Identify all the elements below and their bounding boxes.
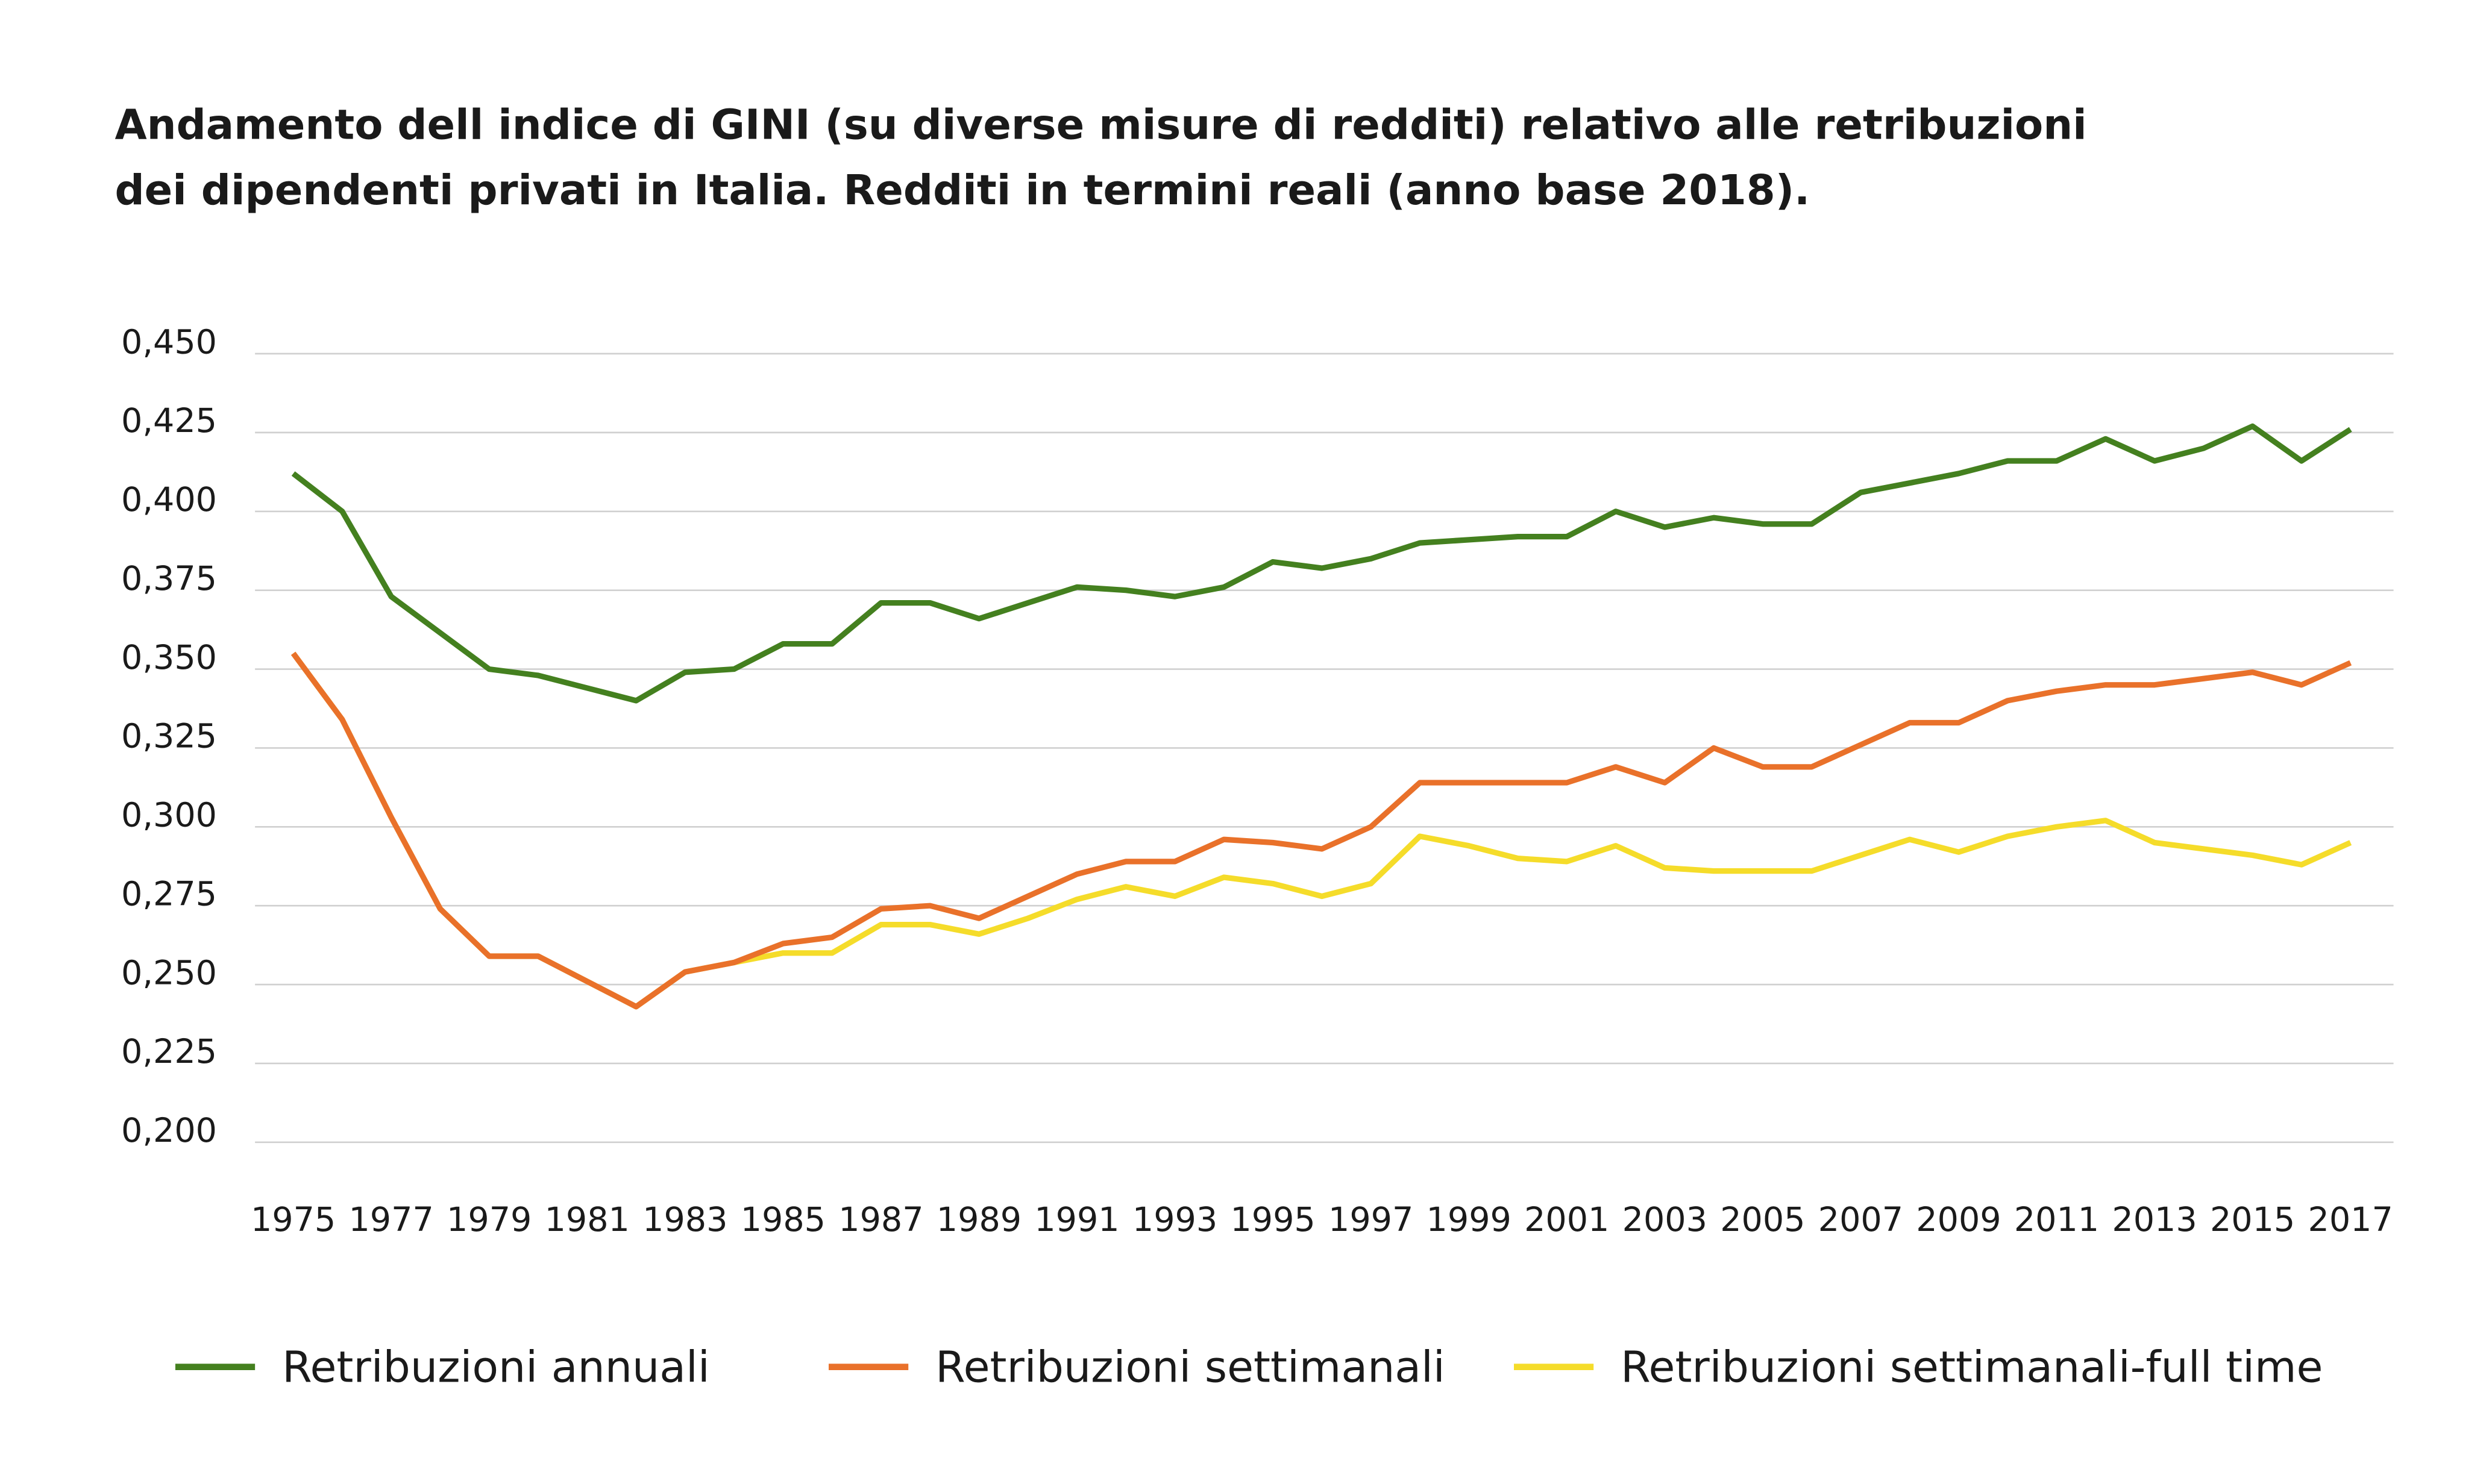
y-tick-label: 0,375	[121, 559, 217, 598]
x-tick-label: 1997	[1328, 1200, 1413, 1239]
x-tick-label: 1977	[349, 1200, 434, 1239]
x-tick-label: 1985	[741, 1200, 826, 1239]
chart-title: Andamento dell indice di GINI (su divers…	[115, 101, 2086, 149]
x-tick-label: 1989	[937, 1200, 1022, 1239]
y-tick-label: 0,225	[121, 1032, 217, 1071]
y-tick-label: 0,300	[121, 796, 217, 835]
x-tick-label: 2015	[2210, 1200, 2295, 1239]
x-tick-label: 2007	[1818, 1200, 1903, 1239]
x-tick-label: 2003	[1622, 1200, 1707, 1239]
y-tick-label: 0,450	[121, 322, 217, 362]
data-line	[290, 651, 2352, 1010]
y-tick-label: 0,425	[121, 401, 217, 440]
x-tick-label: 2017	[2308, 1200, 2393, 1239]
y-tick-label: 0,200	[121, 1111, 217, 1150]
x-tick-label: 1975	[251, 1200, 336, 1239]
x-tick-label: 1993	[1132, 1200, 1217, 1239]
x-tick-label: 2009	[1916, 1200, 2001, 1239]
x-tick-label: 1987	[838, 1200, 923, 1239]
x-tick-label: 2005	[1720, 1200, 1805, 1239]
x-tick-label: 1999	[1427, 1200, 1511, 1239]
x-tick-label: 1979	[447, 1200, 532, 1239]
legend-label: Retribuzioni annuali	[282, 1342, 710, 1392]
y-tick-label: 0,325	[121, 717, 217, 756]
x-tick-label: 1995	[1230, 1200, 1315, 1239]
y-tick-label: 0,350	[121, 638, 217, 677]
x-tick-label: 1983	[642, 1200, 727, 1239]
legend-label: Retribuzioni settimanali-full time	[1621, 1342, 2323, 1392]
y-tick-label: 0,275	[121, 874, 217, 913]
data-line	[290, 651, 2352, 1010]
x-tick-label: 2001	[1524, 1200, 1609, 1239]
x-tick-label: 2013	[2112, 1200, 2197, 1239]
chart-title: dei dipendenti privati in Italia. Reddit…	[115, 166, 1810, 214]
y-tick-label: 0,400	[121, 480, 217, 519]
x-tick-label: 2011	[2014, 1200, 2099, 1239]
y-tick-label: 0,250	[121, 953, 217, 992]
data-line	[291, 423, 2352, 704]
x-tick-label: 1991	[1034, 1200, 1119, 1239]
legend-label: Retribuzioni settimanali	[935, 1342, 1445, 1392]
x-tick-label: 1981	[545, 1200, 630, 1239]
